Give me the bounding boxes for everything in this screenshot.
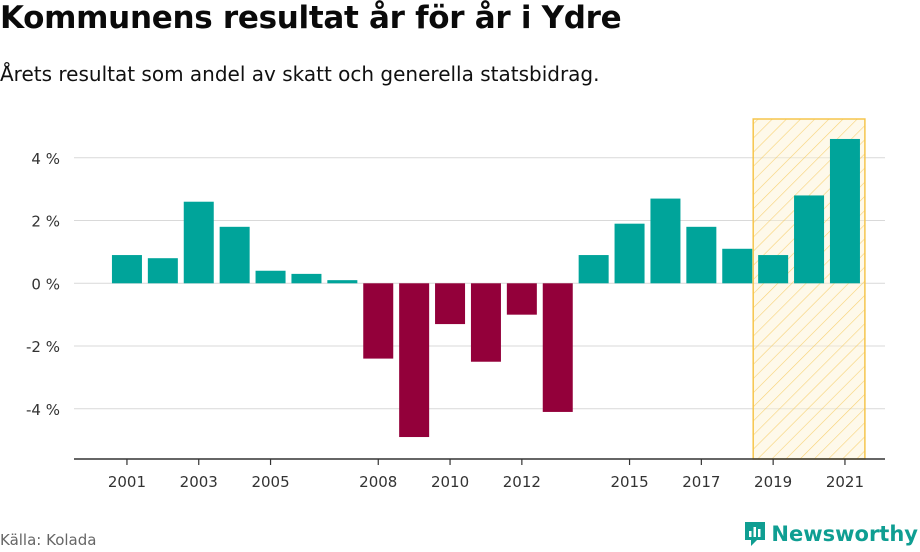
bar-2015 (614, 223, 645, 284)
bar-2004 (219, 226, 250, 284)
brand-name: Newsworthy (771, 522, 918, 546)
bars (111, 138, 860, 438)
bar-2013 (542, 283, 573, 412)
bar-2016 (650, 198, 681, 284)
x-tick-label: 2017 (682, 473, 720, 491)
x-tick-label: 2008 (359, 473, 397, 491)
newsworthy-logo-icon (745, 522, 766, 546)
x-tick-label: 2010 (431, 473, 469, 491)
x-tick-label: 2015 (610, 473, 648, 491)
brand-logo: Newsworthy (743, 520, 918, 548)
bar-2012 (506, 283, 537, 315)
x-tick-label: 2003 (180, 473, 218, 491)
bar-2005 (255, 270, 286, 284)
x-tick-label: 2001 (108, 473, 146, 491)
bar-2002 (147, 258, 178, 284)
x-tick-label: 2005 (251, 473, 289, 491)
axes: 4 % 2 % 0 % -2 % -4 % 2001 2003 2005 2008 2010 201… (26, 150, 885, 491)
bar-2021 (829, 138, 860, 284)
bar-2014 (578, 255, 609, 284)
bar-2001 (111, 255, 142, 284)
bar-2018 (722, 248, 753, 284)
bar-2010 (435, 283, 466, 325)
bar-2003 (183, 201, 214, 284)
y-tick-label: 4 % (31, 150, 60, 168)
y-tick-label: -4 % (26, 401, 60, 419)
x-tick-label: 2019 (754, 473, 792, 491)
y-tick-label: -2 % (26, 338, 60, 356)
y-tick-label: 2 % (31, 213, 60, 231)
bar-2011 (470, 283, 501, 362)
bar-2006 (291, 273, 322, 284)
bar-2017 (686, 226, 717, 284)
bar-2019 (758, 255, 789, 284)
source-note: Källa: Kolada (0, 531, 97, 549)
bar-2009 (399, 283, 430, 438)
x-tick-label: 2021 (826, 473, 864, 491)
bar-2007 (327, 280, 358, 284)
chart-title: Kommunens resultat år för år i Ydre (0, 0, 622, 36)
bar-2020 (794, 195, 825, 284)
bar-2008 (363, 283, 394, 359)
x-tick-label: 2012 (503, 473, 541, 491)
chart-subtitle: Årets resultat som andel av skatt och ge… (0, 62, 600, 86)
y-tick-label: 0 % (31, 275, 60, 293)
